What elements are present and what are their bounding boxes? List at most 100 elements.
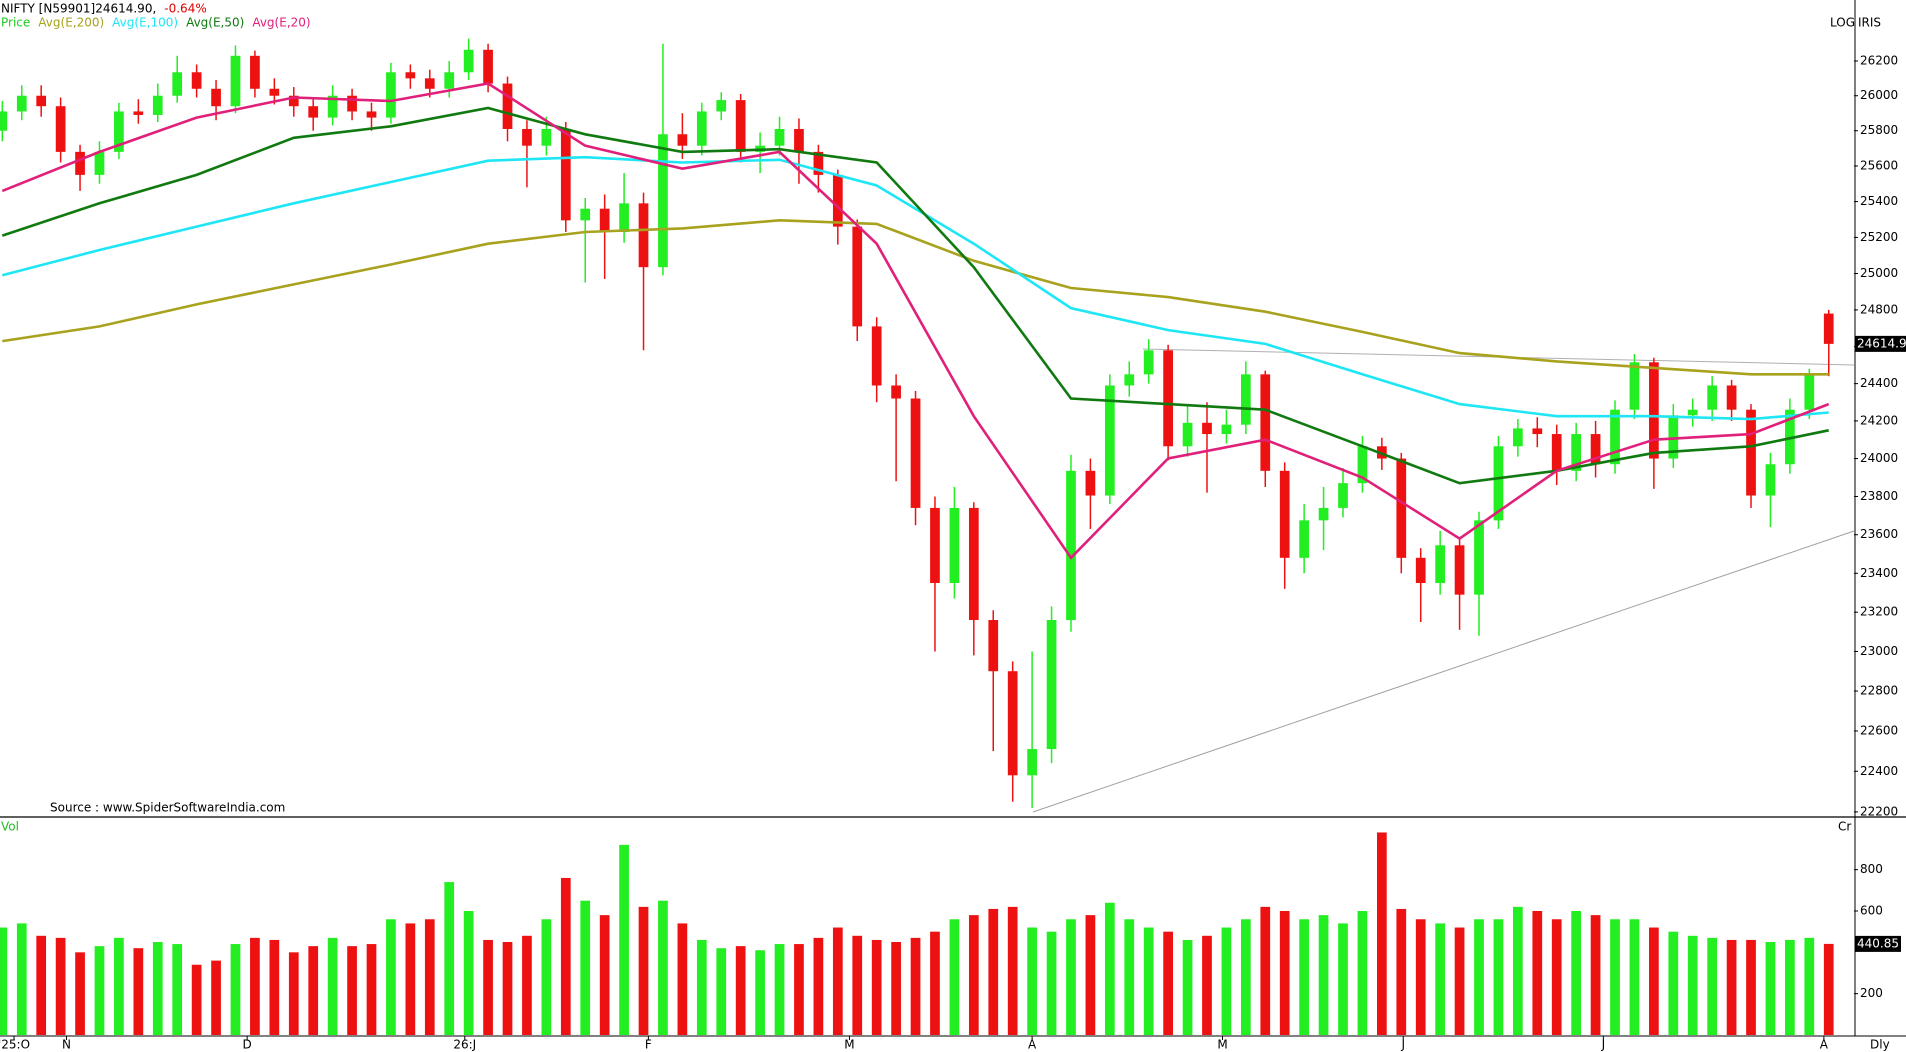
y-tick-label: 24000 (1860, 451, 1898, 465)
volume-bar (813, 937, 824, 1035)
volume-bar (1474, 919, 1484, 1035)
candle-body (910, 398, 921, 508)
x-tick-label: '25:O (0, 1038, 30, 1052)
last-price-label: 24614.9 (1857, 336, 1906, 350)
x-tick-label: J (1601, 1038, 1606, 1052)
volume-bar (230, 944, 241, 1035)
candle-body (1610, 409, 1620, 465)
volume-bar (1318, 915, 1329, 1035)
volume-bar (1046, 931, 1057, 1035)
last-price-box (1855, 335, 1906, 352)
volume-bar (755, 950, 765, 1035)
candle-body (1532, 428, 1543, 435)
candle-body (988, 620, 999, 672)
candle-body (1454, 545, 1465, 595)
volume-bar (522, 935, 532, 1035)
volume-bar (1823, 943, 1834, 1035)
y-tick-label: 23200 (1860, 605, 1898, 619)
volume-bar (774, 944, 785, 1035)
volume-bar (1085, 915, 1096, 1035)
volume-bar (696, 939, 707, 1035)
volume-bar (1571, 911, 1582, 1035)
volume-bar (638, 906, 649, 1035)
candle-body (347, 95, 357, 112)
volume-bar (677, 923, 688, 1035)
candle-body (1435, 545, 1446, 583)
candle-body (1299, 520, 1309, 558)
candle-body (522, 128, 532, 146)
volume-bar (1007, 906, 1018, 1035)
volume-bar (1726, 939, 1737, 1035)
candle-body (1007, 671, 1018, 776)
volume-bar (444, 882, 455, 1035)
volume-bar (1279, 911, 1290, 1035)
candle-body (1279, 470, 1290, 558)
candle-body (1804, 374, 1815, 410)
candle-body (327, 95, 338, 118)
y-tick-label: 24400 (1860, 376, 1898, 390)
volume-bar (55, 937, 66, 1035)
candle-body (463, 49, 474, 73)
volume-bar (988, 908, 999, 1035)
candle-body (502, 83, 513, 129)
source-label: Source : www.SpiderSoftwareIndia.com (50, 801, 285, 815)
candle-body (172, 72, 183, 96)
candle-body (1163, 350, 1173, 447)
y-tick-label: 23000 (1860, 644, 1898, 658)
candle-body (735, 100, 746, 152)
candle-body (1571, 434, 1582, 471)
volume-bar (405, 923, 416, 1035)
volume-bar (463, 911, 474, 1035)
candle-body (1668, 415, 1679, 459)
volume-bar (1027, 927, 1037, 1035)
volume-bar (832, 927, 843, 1035)
legend-item: Avg(E,50) (186, 16, 244, 30)
legend-item: Avg(E,200) (38, 16, 104, 30)
volume-bar (483, 939, 493, 1035)
volume-bar (1163, 931, 1173, 1035)
volume-bar (794, 944, 804, 1035)
candle-body (1396, 458, 1407, 558)
y-tick-label: 26200 (1860, 54, 1898, 68)
candle-body (405, 72, 416, 79)
y-tick-label: 25400 (1860, 194, 1898, 208)
candle-body (832, 174, 843, 227)
volume-bar (1104, 902, 1115, 1035)
y-tick-label: 22800 (1860, 684, 1898, 698)
candle-body (444, 72, 455, 89)
candle-body (424, 78, 435, 89)
candle-body (1707, 385, 1718, 410)
volume-bar (1551, 919, 1562, 1035)
candle-body (133, 111, 144, 115)
volume-bar (211, 960, 221, 1035)
candle-body (1318, 507, 1329, 521)
volume-bar (152, 942, 163, 1035)
trend-line (1032, 530, 1855, 813)
volume-bar (1746, 939, 1756, 1035)
candle-body (230, 55, 241, 107)
volume-bar (1182, 939, 1193, 1035)
volume-bar (930, 931, 940, 1035)
candle-body (288, 95, 299, 107)
candle-body (191, 72, 202, 89)
volume-bar (1513, 906, 1523, 1035)
volume-bar (716, 948, 727, 1035)
candle-body (949, 507, 960, 583)
volume-bar (36, 935, 47, 1035)
volume-bar (1785, 939, 1795, 1035)
volume-bar (949, 919, 960, 1035)
volume-bar (133, 948, 144, 1035)
y-tick-label: 23600 (1860, 527, 1898, 541)
volume-bar (1668, 931, 1679, 1035)
candle-body (1415, 557, 1426, 583)
volume-bar (114, 937, 124, 1035)
candle-body (308, 106, 319, 118)
volume-bar (560, 877, 571, 1035)
candle-body (891, 385, 901, 399)
candle-body (1104, 385, 1115, 496)
volume-bar (16, 923, 27, 1035)
volume-bar (94, 946, 105, 1035)
volume-bar (424, 919, 435, 1035)
brand-label: IRIS (1858, 16, 1881, 30)
